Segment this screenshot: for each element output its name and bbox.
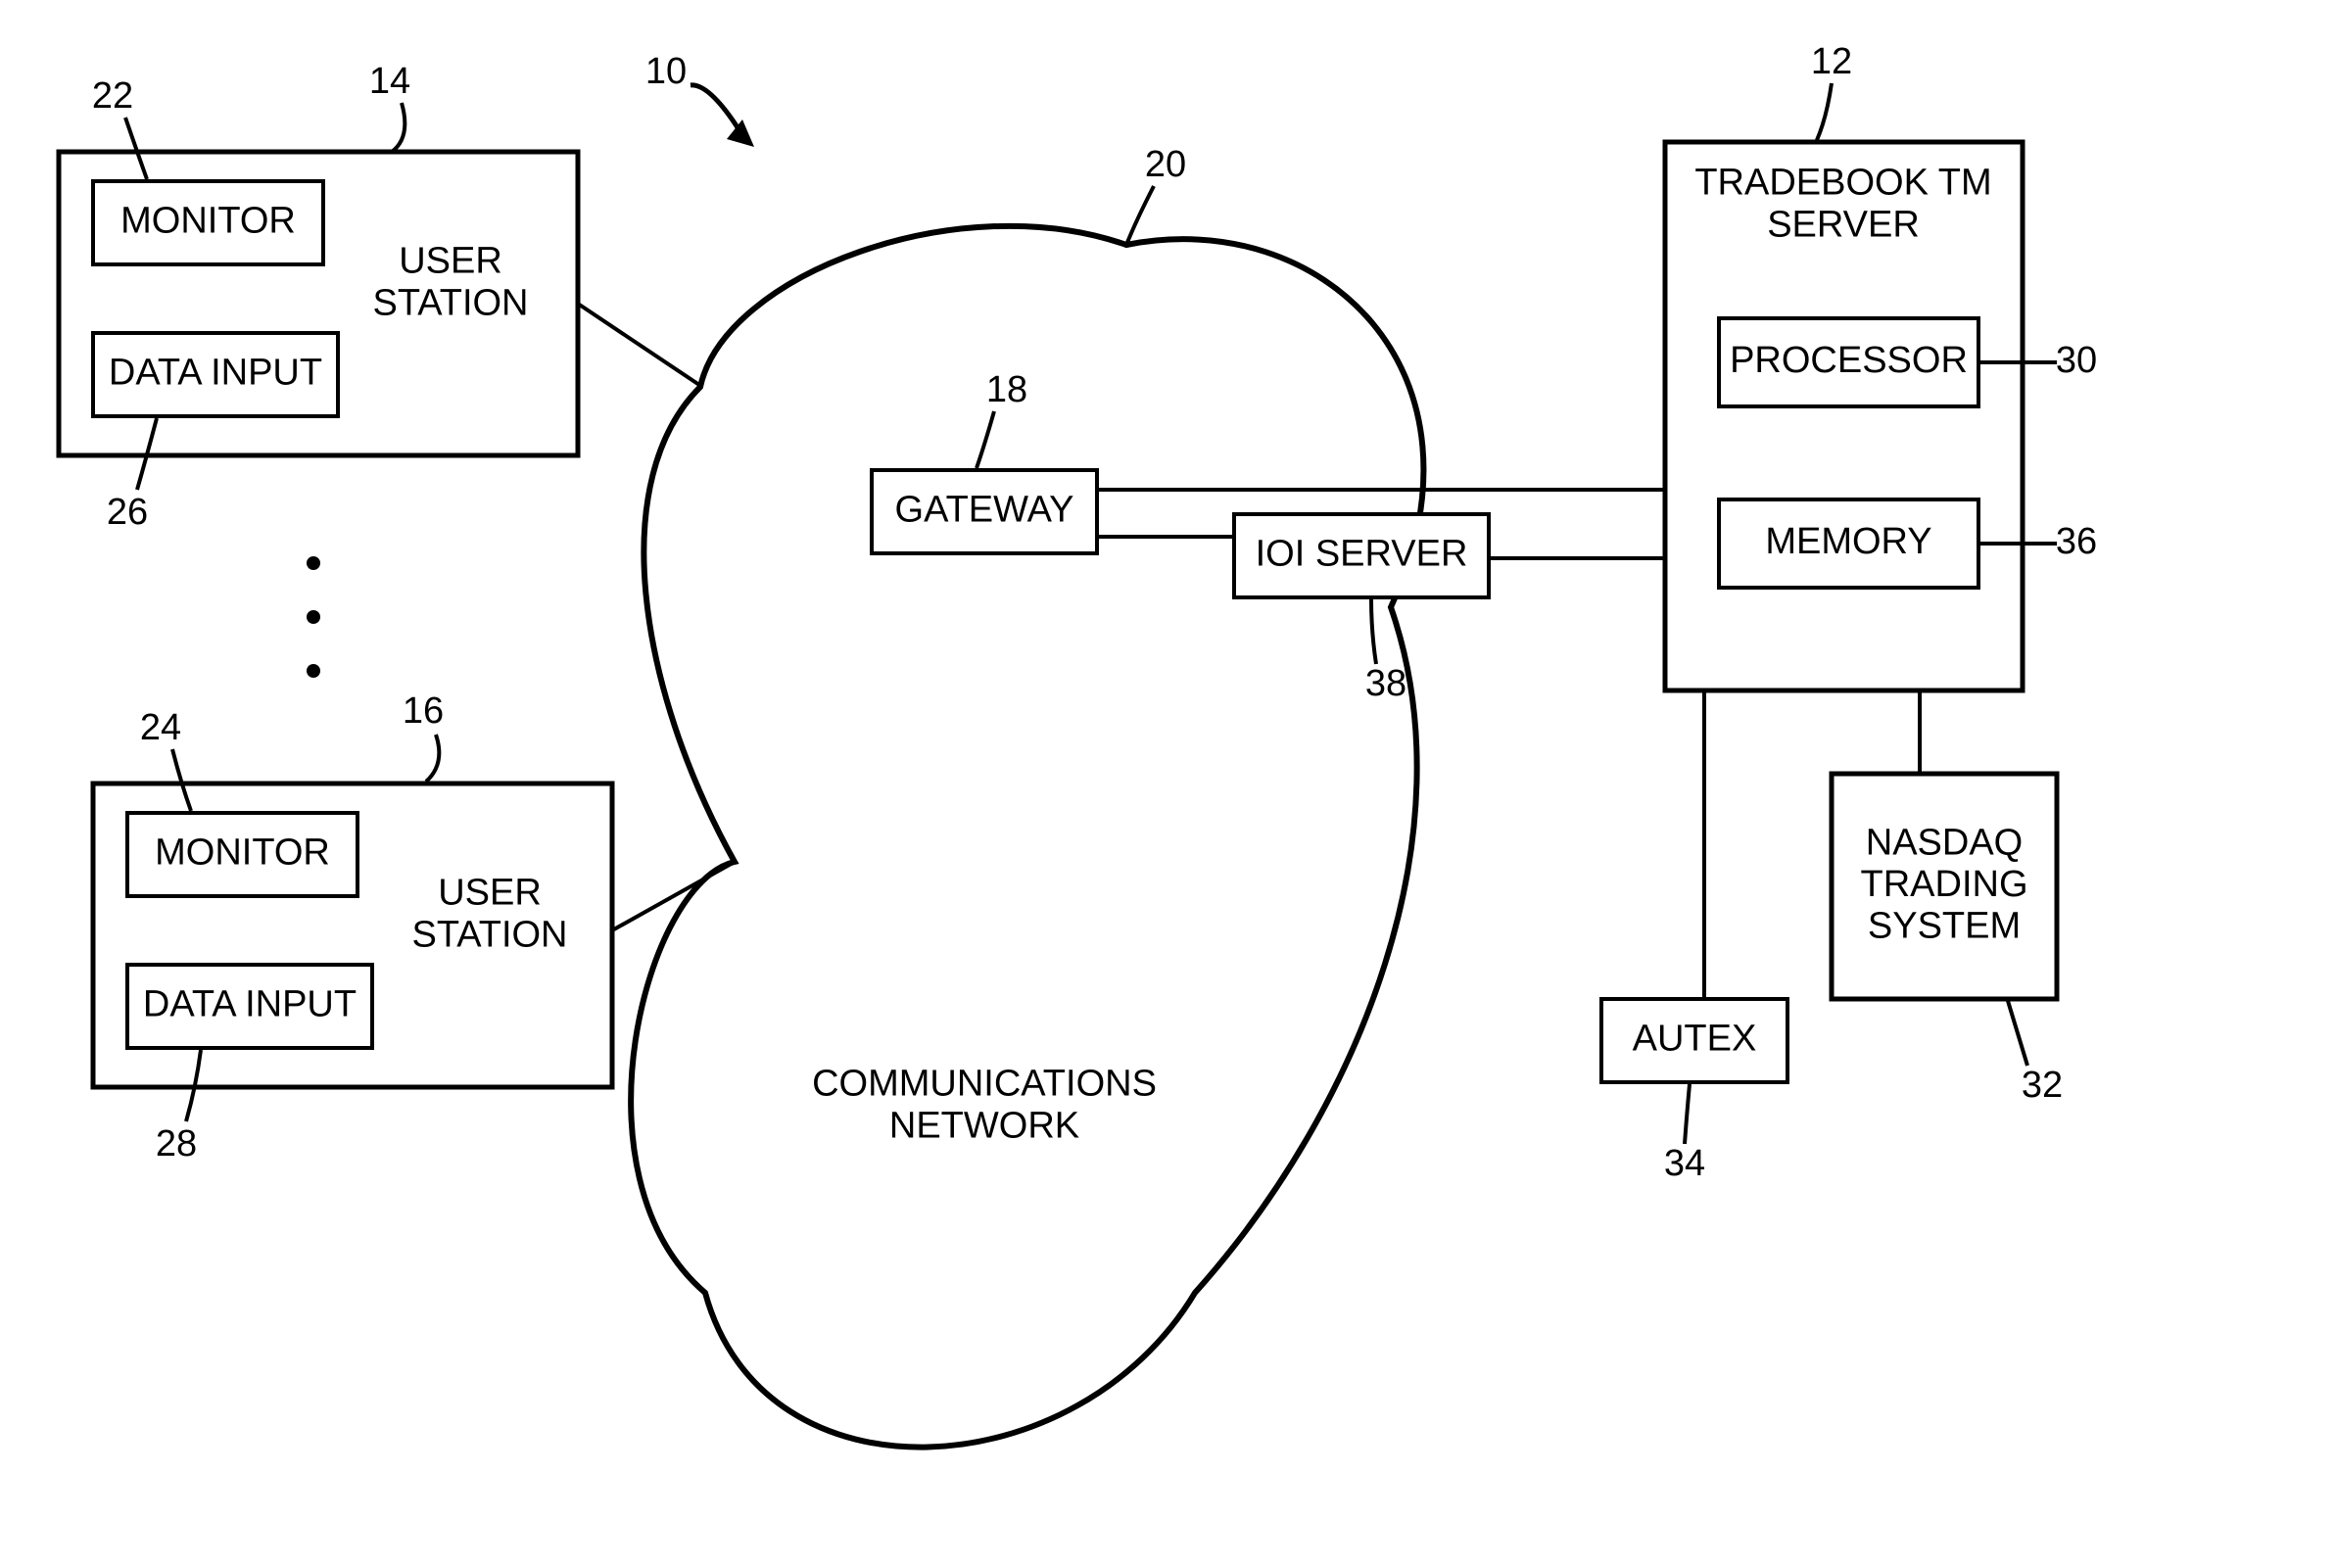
refnum-38: 38	[1365, 663, 1406, 704]
refnum-36: 36	[2056, 521, 2097, 562]
refnum-12: 12	[1811, 41, 1852, 82]
figure-reference: 10	[645, 51, 754, 147]
user-station-1-data-input-label: DATA INPUT	[109, 353, 322, 394]
ioi-server-label: IOI SERVER	[1256, 534, 1468, 575]
refnum-22: 22	[92, 75, 133, 117]
gateway-label: GATEWAY	[895, 490, 1074, 531]
refnum-24: 24	[140, 707, 181, 748]
refnum-14: 14	[369, 61, 410, 102]
figure-refnum: 10	[645, 51, 687, 92]
refnum-16: 16	[403, 690, 444, 732]
refnum-32: 32	[2022, 1065, 2063, 1106]
refnum-20: 20	[1145, 144, 1186, 185]
refnum-18: 18	[986, 369, 1027, 410]
memory-label: MEMORY	[1765, 521, 1931, 562]
user-station-2-monitor-label: MONITOR	[155, 832, 330, 874]
ellipsis-dots	[307, 556, 320, 678]
user-station-2-data-input-label: DATA INPUT	[143, 984, 357, 1025]
refnum-26: 26	[107, 492, 148, 533]
refnum-34: 34	[1664, 1143, 1705, 1184]
nasdaq-trading-system-label: NASDAQTRADINGSYSTEM	[1861, 822, 2028, 946]
refnum-30: 30	[2056, 340, 2097, 381]
system-diagram: COMMUNICATIONSNETWORK USERSTATION MONITO…	[0, 0, 2335, 1568]
autex-label: AUTEX	[1633, 1019, 1757, 1060]
processor-label: PROCESSOR	[1730, 340, 1968, 381]
user-station-1-monitor-label: MONITOR	[120, 201, 296, 242]
refnum-28: 28	[156, 1123, 197, 1164]
communications-network-label: COMMUNICATIONSNETWORK	[812, 1064, 1157, 1147]
